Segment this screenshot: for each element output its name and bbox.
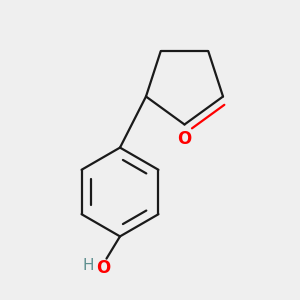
Text: H: H <box>83 258 94 273</box>
Text: O: O <box>177 130 192 148</box>
Text: O: O <box>96 259 111 277</box>
